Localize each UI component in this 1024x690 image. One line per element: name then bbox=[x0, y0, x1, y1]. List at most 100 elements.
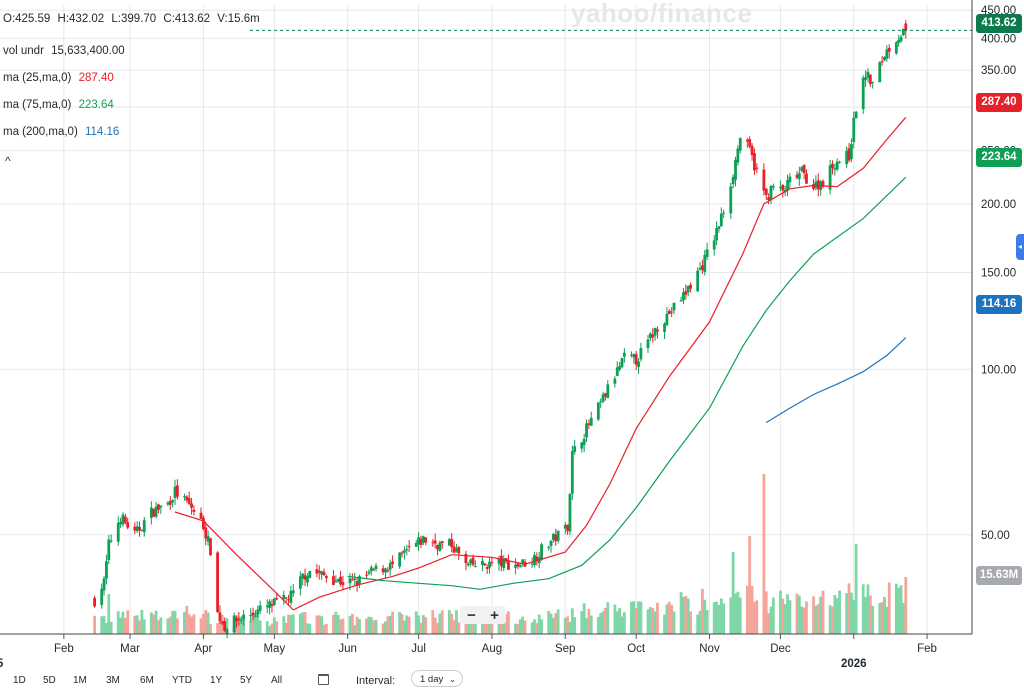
interval-select[interactable]: 1 day ⌄ bbox=[411, 670, 463, 687]
candle-body bbox=[398, 552, 402, 567]
volume-bar bbox=[750, 586, 754, 634]
range-5y-button[interactable]: 5Y bbox=[240, 675, 253, 686]
indicator-ma75[interactable]: ma (75,ma,0) 223.64 bbox=[3, 99, 114, 111]
volume-bar bbox=[400, 614, 404, 634]
candle-body bbox=[786, 180, 789, 191]
volume-bar bbox=[185, 605, 189, 634]
range-ytd-button[interactable]: YTD bbox=[172, 675, 192, 686]
volume-bar bbox=[320, 616, 324, 634]
x-tick-label: Mar bbox=[120, 643, 140, 655]
volume-bar bbox=[301, 612, 305, 634]
volume-bar bbox=[483, 623, 487, 634]
zoom-out-button[interactable]: − bbox=[467, 606, 476, 624]
indicator-ma200[interactable]: ma (200,ma,0) 114.16 bbox=[3, 126, 119, 138]
volume-bars bbox=[93, 474, 908, 634]
volume-bar bbox=[566, 616, 569, 634]
candle-body bbox=[736, 148, 740, 163]
candle-body bbox=[154, 506, 158, 517]
volume-bar bbox=[173, 610, 177, 634]
candle-body bbox=[632, 354, 636, 358]
volume-bar bbox=[854, 544, 858, 634]
candle-body bbox=[168, 501, 172, 505]
volume-bar bbox=[871, 606, 875, 634]
range-3m-button[interactable]: 3M bbox=[106, 675, 120, 686]
candle-body bbox=[249, 614, 253, 616]
volume-bar bbox=[587, 608, 591, 634]
candle-body bbox=[93, 597, 96, 607]
candle-body bbox=[133, 526, 137, 531]
indicator-label: vol undr bbox=[3, 45, 44, 57]
volume-bar bbox=[712, 602, 716, 634]
candle-body bbox=[374, 565, 378, 570]
volume-bar bbox=[518, 619, 522, 634]
candle-body bbox=[303, 575, 307, 580]
candle-body bbox=[613, 378, 617, 384]
volume-bar bbox=[339, 619, 342, 634]
candle-body bbox=[358, 576, 361, 584]
candle-body bbox=[878, 62, 882, 83]
collapse-indicators-icon[interactable]: ^ bbox=[5, 154, 11, 168]
volume-bar bbox=[258, 620, 262, 634]
zoom-controls: − + bbox=[460, 606, 506, 624]
candle-body bbox=[424, 537, 428, 543]
candle-body bbox=[805, 173, 808, 184]
candle-body bbox=[634, 354, 638, 365]
volume-bar bbox=[819, 596, 823, 634]
price-axis-scroll-handle[interactable]: ◂ bbox=[1016, 234, 1024, 260]
candle-body bbox=[599, 401, 603, 403]
candle-body bbox=[705, 249, 709, 258]
candle-body bbox=[223, 621, 227, 632]
range-1y-button[interactable]: 1Y bbox=[210, 675, 223, 686]
volume-bar bbox=[251, 612, 255, 634]
ma200-line bbox=[765, 337, 907, 424]
candle-body bbox=[239, 619, 243, 621]
candle-body bbox=[648, 333, 652, 339]
range-all-button[interactable]: All bbox=[271, 675, 283, 686]
volume-bar bbox=[684, 596, 688, 634]
candle-body bbox=[469, 559, 473, 564]
volume-bar bbox=[816, 604, 820, 634]
volume-bar bbox=[102, 616, 106, 634]
candle-body bbox=[887, 48, 891, 52]
ma75-price-tag: 223.64 bbox=[976, 148, 1022, 167]
candle-body bbox=[630, 354, 633, 356]
volume-bar bbox=[696, 614, 700, 634]
candle-body bbox=[350, 579, 354, 581]
candle-body bbox=[123, 516, 127, 523]
candle-body bbox=[880, 61, 884, 63]
candle-body bbox=[287, 599, 290, 601]
range-6m-button[interactable]: 6M bbox=[140, 675, 154, 686]
candle-body bbox=[289, 590, 293, 603]
range-1m-button[interactable]: 1M bbox=[73, 675, 87, 686]
zoom-in-button[interactable]: + bbox=[490, 606, 499, 624]
volume-bar bbox=[107, 594, 111, 634]
volume-bar bbox=[703, 599, 707, 634]
candle-body bbox=[183, 496, 186, 498]
calendar-icon[interactable] bbox=[318, 674, 329, 685]
range-5d-button[interactable]: 5D bbox=[43, 675, 56, 686]
volume-bar bbox=[216, 623, 219, 634]
candle-body bbox=[771, 185, 775, 188]
candle-body bbox=[405, 549, 409, 551]
chart-canvas[interactable]: 50.00100.00150.00200.00250.00300.00350.0… bbox=[0, 0, 1024, 668]
candle-body bbox=[769, 186, 773, 200]
candle-body bbox=[670, 311, 674, 313]
candle-body bbox=[540, 544, 543, 560]
candle-body bbox=[107, 539, 111, 561]
indicator-ma25[interactable]: ma (25,ma,0) 287.40 bbox=[3, 72, 114, 84]
candle-body bbox=[507, 561, 510, 570]
candle-body bbox=[121, 514, 125, 525]
volume-bar bbox=[899, 585, 903, 634]
candle-body bbox=[831, 163, 834, 168]
volume-bar bbox=[689, 611, 692, 634]
volume-bar bbox=[580, 611, 584, 634]
volume-bar bbox=[282, 616, 286, 634]
candle-body bbox=[549, 540, 553, 547]
candle-body bbox=[171, 500, 175, 503]
range-1d-button[interactable]: 1D bbox=[13, 675, 26, 686]
candle-body bbox=[192, 509, 196, 512]
indicator-volume[interactable]: vol undr 15,633,400.00 bbox=[3, 45, 125, 57]
candle-body bbox=[639, 348, 643, 360]
candle-body bbox=[237, 618, 241, 620]
volume-bar bbox=[897, 587, 901, 634]
